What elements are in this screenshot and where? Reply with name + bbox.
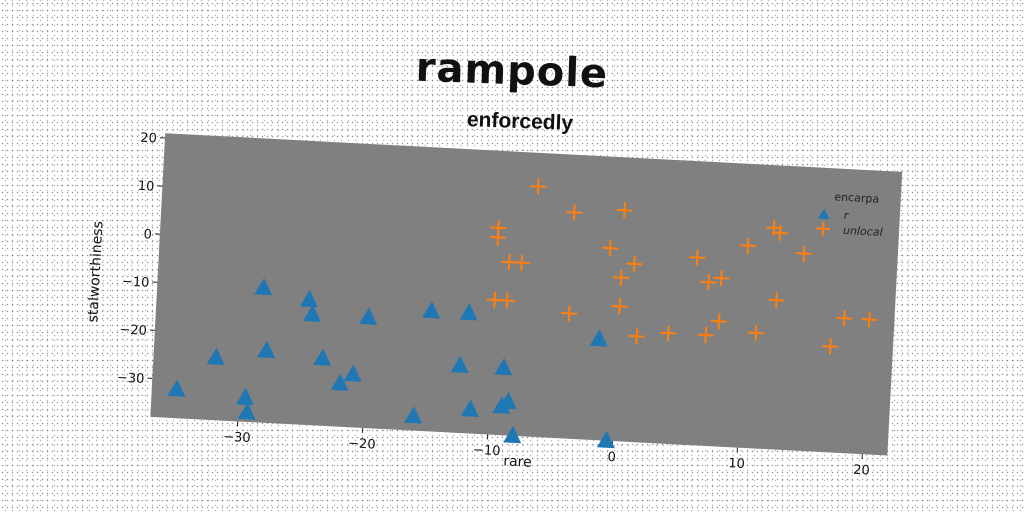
plus-point	[822, 338, 839, 355]
triangle-point	[299, 289, 318, 308]
x-tick-label: −20	[348, 436, 376, 452]
data-points	[167, 178, 878, 449]
plus-point	[710, 313, 728, 330]
triangle-point	[460, 399, 479, 417]
y-tick-label: 10	[137, 179, 154, 195]
plus-point	[616, 202, 633, 219]
triangle-point	[459, 303, 478, 321]
triangle-point	[422, 301, 441, 319]
plus-point	[628, 328, 645, 345]
y-tick-label: −10	[122, 274, 150, 290]
triangle-point	[589, 329, 608, 347]
triangle-point	[257, 340, 276, 359]
triangle-point	[596, 430, 615, 449]
y-axis-label: stalworthiness	[85, 221, 106, 323]
legend-plus-icon	[816, 221, 831, 236]
y-tick-label: −20	[119, 322, 147, 338]
triangle-point	[302, 304, 321, 322]
plus-point	[660, 325, 677, 342]
plus-point	[561, 305, 578, 322]
plus-point	[713, 270, 730, 287]
x-tick-label: 0	[607, 450, 616, 465]
triangle-point	[450, 355, 469, 374]
triangle-point	[503, 425, 522, 444]
triangle-point	[254, 277, 273, 296]
plus-point	[489, 229, 506, 246]
plus-point	[602, 240, 619, 257]
x-axis: −30 −20 −10 0 10 20	[223, 421, 870, 479]
y-axis: −30 −20 −10 0 10 20	[116, 131, 165, 387]
triangle-point	[330, 373, 349, 391]
plus-point	[747, 324, 765, 341]
legend-triangle-icon	[817, 208, 830, 220]
y-tick-label: 0	[143, 227, 152, 242]
legend-entry-r: r	[843, 209, 850, 222]
plus-point	[861, 311, 878, 328]
x-tick-label: −10	[473, 443, 501, 459]
plus-point	[566, 204, 583, 221]
triangle-point	[494, 357, 513, 376]
triangle-point	[235, 387, 254, 406]
plus-point	[768, 292, 785, 309]
plus-point	[700, 274, 717, 291]
plus-point	[739, 237, 757, 254]
plus-point	[689, 249, 706, 266]
triangle-point	[404, 406, 423, 424]
plus-point	[530, 178, 547, 195]
plus-point	[499, 292, 516, 309]
plus-point	[513, 254, 530, 271]
triangle-point	[237, 402, 256, 420]
plus-point	[795, 245, 813, 262]
triangle-point	[206, 347, 225, 366]
x-axis-label: rare	[503, 453, 532, 470]
y-tick-label: −30	[116, 371, 144, 387]
x-tick-label: 20	[853, 463, 870, 479]
plus-point	[836, 310, 853, 327]
triangle-point	[498, 391, 517, 410]
x-tick-label: 10	[728, 456, 745, 472]
triangle-point	[343, 364, 362, 382]
plus-point	[611, 298, 628, 315]
x-tick-label: −30	[223, 430, 251, 446]
triangle-point	[167, 379, 186, 397]
legend-title: encarpa	[834, 190, 879, 205]
plot-area	[150, 133, 903, 456]
legend: encarpa r unlocal	[816, 190, 883, 239]
plus-point	[771, 224, 789, 241]
plus-point	[697, 327, 714, 344]
triangle-point	[313, 348, 332, 366]
plus-point	[626, 255, 643, 272]
triangle-point	[359, 307, 378, 325]
y-tick-label: 20	[140, 131, 157, 147]
plus-point	[613, 269, 630, 286]
legend-entry-unlocal: unlocal	[843, 224, 883, 239]
